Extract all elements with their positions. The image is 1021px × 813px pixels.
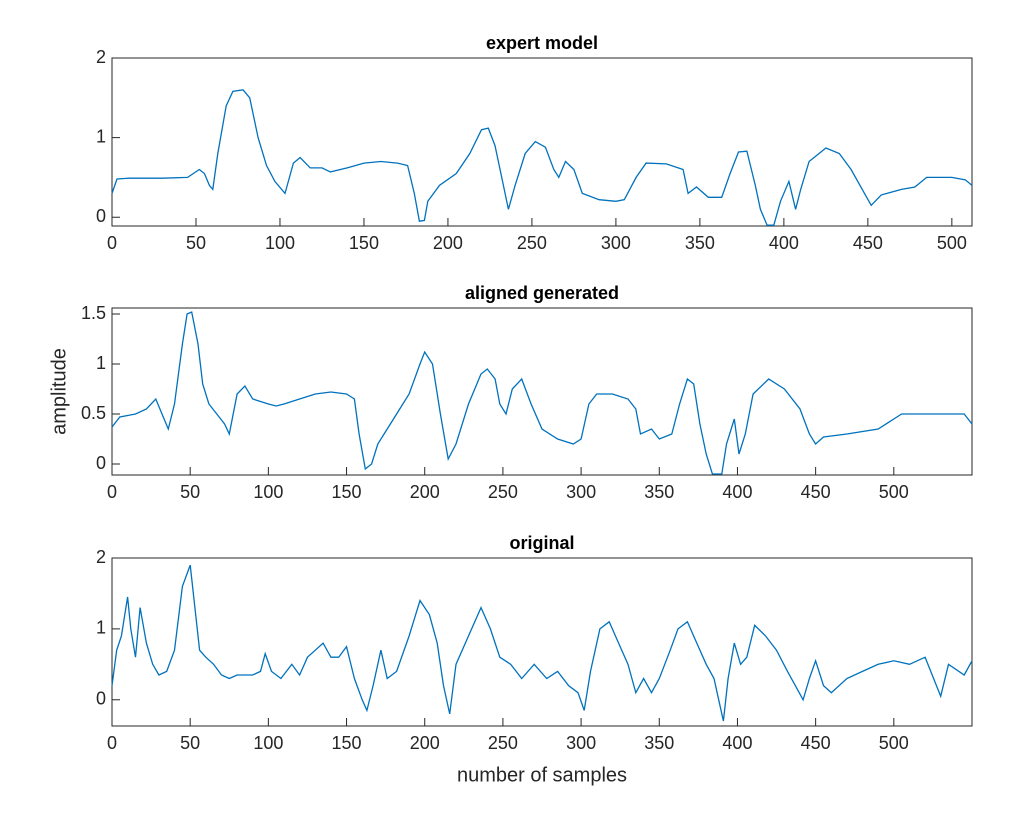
chart-title: aligned generated [465,283,619,303]
x-tick-label: 0 [107,482,117,502]
x-tick-label: 0 [107,733,117,753]
x-tick-label: 200 [410,482,440,502]
x-tick-label: 150 [332,733,362,753]
y-tick-label: 2 [96,47,106,67]
x-tick-label: 500 [879,482,909,502]
x-tick-label: 100 [265,233,295,253]
x-tick-label: 50 [180,482,200,502]
y-tick-label: 1 [96,353,106,373]
x-tick-label: 50 [180,733,200,753]
x-tick-label: 400 [722,733,752,753]
x-tick-label: 350 [685,233,715,253]
x-tick-label: 250 [488,733,518,753]
plot-area [111,57,973,227]
x-tick-label: 200 [410,733,440,753]
x-tick-label: 250 [488,482,518,502]
x-tick-label: 450 [853,233,883,253]
y-tick-label: 2 [96,547,106,567]
plot-area [111,557,973,727]
y-tick-label: 1 [96,618,106,638]
x-tick-label: 150 [349,233,379,253]
y-tick-label: 0 [96,206,106,226]
x-axis-label: number of samples [457,764,627,786]
x-tick-label: 300 [601,233,631,253]
x-tick-label: 150 [332,482,362,502]
y-tick-label: 0.5 [81,403,106,423]
x-tick-label: 350 [644,733,674,753]
plot-area [111,307,973,476]
x-tick-label: 450 [801,482,831,502]
chart-title: original [509,533,574,553]
y-tick-label: 0 [96,689,106,709]
x-tick-label: 300 [566,733,596,753]
x-tick-label: 0 [107,233,117,253]
x-tick-label: 450 [801,733,831,753]
data-line [111,311,973,475]
y-tick-label: 1.5 [81,303,106,323]
x-tick-label: 500 [937,233,967,253]
x-tick-label: 350 [644,482,674,502]
x-tick-label: 300 [566,482,596,502]
y-tick-label: 0 [96,453,106,473]
x-tick-label: 400 [722,482,752,502]
data-line [111,89,973,226]
y-axis-label: amplitude [48,348,70,435]
x-tick-label: 400 [769,233,799,253]
x-tick-label: 200 [433,233,463,253]
x-tick-label: 50 [186,233,206,253]
x-tick-label: 100 [253,733,283,753]
y-tick-label: 1 [96,126,106,146]
x-tick-label: 500 [879,733,909,753]
chart-title: expert model [486,33,598,53]
x-tick-label: 250 [517,233,547,253]
x-tick-label: 100 [253,482,283,502]
data-line [111,564,973,722]
